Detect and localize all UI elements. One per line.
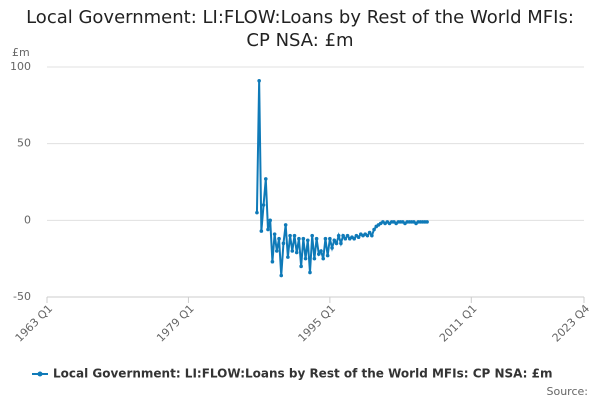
data-point [257,79,261,83]
data-point [314,236,319,241]
x-tick-label: 1995 Q1 [296,302,339,345]
data-point [356,235,361,239]
data-point [290,249,295,253]
data-point [288,233,292,238]
legend-marker [37,371,43,377]
data-point [325,253,330,258]
data-point [268,218,272,223]
y-tick-label: -50 [13,290,31,303]
data-point [263,177,268,181]
data-point [283,223,288,227]
data-point [281,241,286,246]
legend-label: Local Government: LI:FLOW:Loans by Rest … [53,367,553,381]
data-point [319,249,323,253]
data-point [270,259,275,264]
x-tick-label: 2023 Q4 [550,302,593,345]
data-point [279,273,284,278]
data-point [336,233,341,238]
data-point [323,236,328,241]
data-point [367,230,372,235]
y-tick-label: 50 [17,137,31,150]
data-point [292,233,297,238]
data-point [310,233,314,238]
data-point [261,203,266,207]
data-point [305,238,310,243]
data-point [339,241,343,246]
source: Source: [547,385,589,398]
data-point [343,236,348,241]
data-point [259,229,264,233]
data-point [299,264,303,269]
x-tick-label: 1979 Q1 [154,302,197,345]
data-point [425,220,429,224]
data-point [255,210,259,215]
y-axis-label: £m [12,46,30,59]
data-point [334,241,339,246]
data-point [317,252,321,256]
data-point [332,238,337,243]
data-point [272,232,277,236]
data-point [286,255,290,259]
data-point [352,236,356,241]
data-point [328,236,332,241]
x-tick-label: 1963 Q1 [13,302,56,345]
data-point [341,233,345,238]
data-point [321,256,326,261]
data-point [294,250,299,255]
data-point [308,270,312,275]
data-point [297,236,301,241]
y-tick-label: 100 [10,60,31,73]
data-point [275,249,279,253]
data-point [365,233,370,238]
data-point [303,256,308,261]
data-point [370,233,374,238]
data-point [266,227,270,232]
data-point [345,233,350,238]
data-point [330,246,334,250]
data-point [372,227,376,232]
data-point [301,236,306,241]
x-tick-label: 2011 Q1 [437,302,480,345]
data-point [277,236,281,241]
y-tick-label: 0 [24,213,31,226]
series-line [255,80,428,276]
data-point [312,256,317,261]
chart-title: Local Government: LI:FLOW:Loans by Rest … [26,7,574,51]
